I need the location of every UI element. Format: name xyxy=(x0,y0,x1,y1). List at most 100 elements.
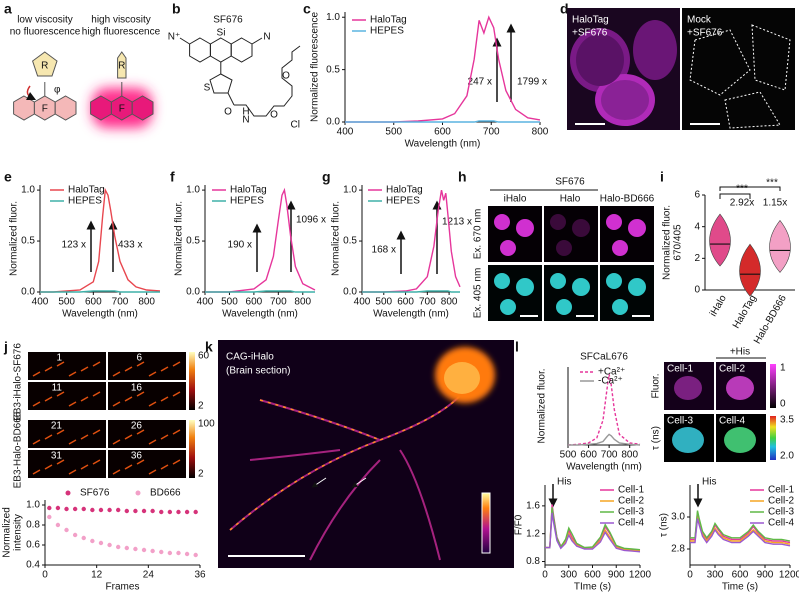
comet xyxy=(32,401,41,407)
panel-a: low viscosity no fluorescence high visco… xyxy=(10,15,161,128)
image-label: HaloTag xyxy=(572,15,609,26)
comet xyxy=(80,464,89,470)
y-tick-label: 6 xyxy=(694,190,700,201)
x-axis-label: Frames xyxy=(106,582,140,593)
chart: 2.8 3.0 0 300 600 900 1200 Time (s) τ (ns) His Cel… xyxy=(659,477,799,593)
colorbar-label: 0 xyxy=(780,399,786,410)
y-tick-label: 0.8 xyxy=(526,556,540,567)
y-axis-label: Normalized fluor. xyxy=(662,205,673,280)
x-tick-label: 700 xyxy=(483,127,500,138)
y-axis-label: Normalized fluor. xyxy=(537,368,548,443)
annotation: 168 x xyxy=(372,245,396,256)
y-axis-label: Normalized fluor. xyxy=(331,201,342,276)
row-label: EB3-iHalo-SF676 xyxy=(13,343,24,421)
legend-label: HaloTag xyxy=(370,15,407,26)
legend-label: Cell-2 xyxy=(618,496,645,507)
comet xyxy=(92,459,101,465)
annotation: *** xyxy=(766,178,778,189)
point xyxy=(133,546,138,552)
point xyxy=(176,509,181,515)
y-tick-label: 0.8 xyxy=(26,520,40,531)
x-axis-label: Wavelength (nm) xyxy=(222,309,298,320)
x-tick-label: 400 xyxy=(354,297,371,308)
y-tick-label: 0.0 xyxy=(343,287,357,298)
caption: low viscosity xyxy=(17,15,73,26)
legend-marker xyxy=(135,490,141,496)
comet xyxy=(172,459,181,465)
comet xyxy=(80,366,89,372)
panel-letter: g xyxy=(322,169,331,185)
colorbar-label: 1 xyxy=(780,363,786,374)
series-line xyxy=(40,187,161,293)
series-line xyxy=(690,510,791,542)
frame-label: 6 xyxy=(136,353,142,364)
y-tick-label: 1.0 xyxy=(186,185,200,196)
x-tick-label: 600 xyxy=(397,297,414,308)
x-tick-label: 900 xyxy=(608,570,625,581)
comet xyxy=(112,469,121,475)
point xyxy=(141,547,147,553)
column-label: Halo-BD666 xyxy=(600,194,655,205)
point xyxy=(115,507,121,513)
series-line xyxy=(545,512,641,553)
frame-label: 31 xyxy=(51,451,63,462)
x-tick-label: 1200 xyxy=(629,570,652,581)
comet xyxy=(148,439,157,445)
x-tick-label: 800 xyxy=(532,127,549,138)
x-tick-label: 400 xyxy=(197,297,214,308)
group-label: R xyxy=(118,61,125,72)
comet xyxy=(136,429,145,435)
comet xyxy=(68,439,77,445)
x-tick-label: 500 xyxy=(375,297,392,308)
panel-letter: f xyxy=(170,169,175,185)
point xyxy=(90,507,95,513)
x-tick-label: iHalo xyxy=(708,293,729,319)
point xyxy=(107,507,112,513)
row-label: Ex. 670 nm xyxy=(473,209,484,260)
comet xyxy=(32,371,41,377)
x-axis-label: Wavelength (nm) xyxy=(373,309,449,320)
annotation: 247 x xyxy=(468,77,492,88)
y-tick-label: 4 xyxy=(694,221,700,232)
x-tick-label: 600 xyxy=(584,570,601,581)
atom: Cl xyxy=(291,120,300,131)
comet xyxy=(80,396,89,402)
x-tick-label: 500 xyxy=(560,450,577,461)
x-tick-label: 400 xyxy=(337,127,354,138)
x-tick-label: 300 xyxy=(707,570,724,581)
violin xyxy=(739,243,761,297)
point xyxy=(159,549,164,555)
series-line xyxy=(205,187,316,293)
point xyxy=(167,509,173,515)
image-label: (Brain section) xyxy=(226,366,290,377)
y-tick-label: 1.0 xyxy=(26,500,40,511)
atom: S xyxy=(204,83,211,94)
comet xyxy=(136,361,145,367)
series-line xyxy=(345,120,540,123)
series-line xyxy=(545,507,641,551)
x-tick-label: 12 xyxy=(91,570,103,581)
annotation: 123 x xyxy=(62,240,86,251)
x-tick-label: 600 xyxy=(434,127,451,138)
frame-label: 1 xyxy=(56,353,62,364)
atom: N xyxy=(263,32,270,43)
y-axis-label: intensity xyxy=(13,514,24,551)
comet xyxy=(160,366,169,372)
comet xyxy=(56,459,65,465)
comet xyxy=(124,464,133,470)
colorbar-label: 60 xyxy=(198,351,210,362)
y-tick-label: 0.5 xyxy=(343,236,357,247)
point xyxy=(55,505,61,511)
legend-label: BD666 xyxy=(150,488,181,499)
x-tick-label: 700 xyxy=(112,297,129,308)
y-tick-label: 0.6 xyxy=(26,540,40,551)
group-title: SF676 xyxy=(555,177,585,188)
comet xyxy=(44,366,53,372)
legend-label: -Ca²⁺ xyxy=(598,376,623,387)
x-tick-label: 800 xyxy=(294,297,311,308)
panel-letter: c xyxy=(303,1,311,17)
